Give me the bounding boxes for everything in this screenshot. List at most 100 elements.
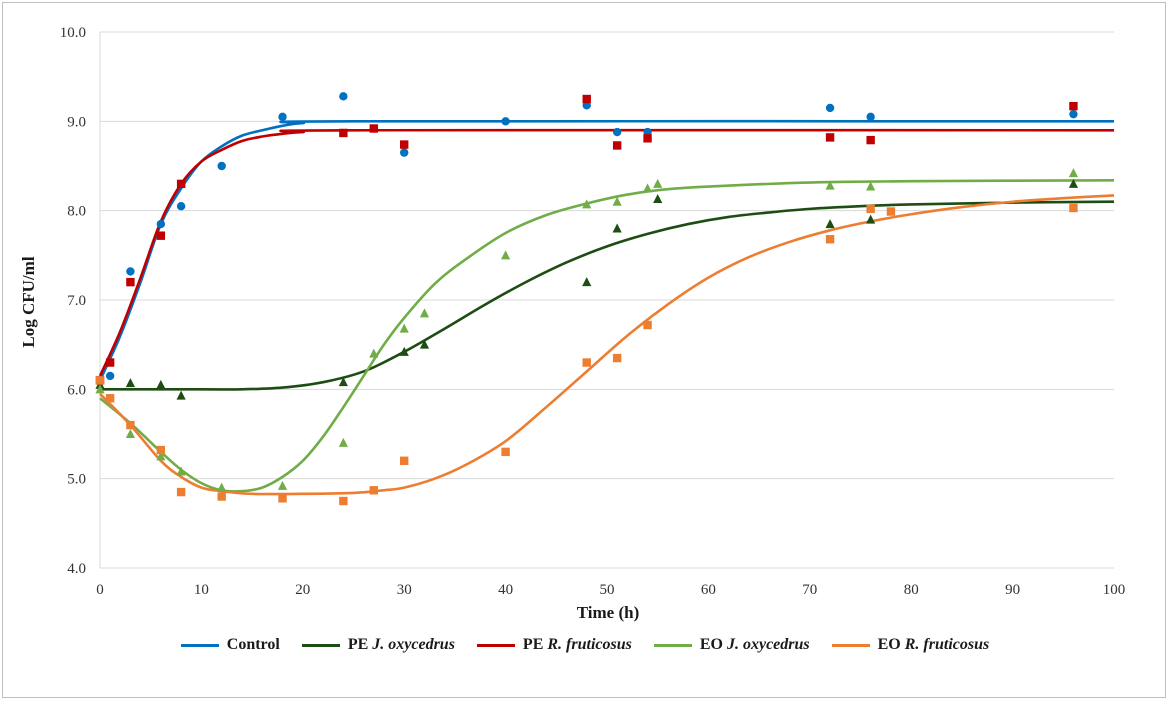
data-point-eo-j-oxycedrus bbox=[419, 308, 430, 318]
data-point-control bbox=[825, 103, 835, 113]
data-point-pe-r-fruticosus bbox=[369, 124, 378, 133]
trend-line-pe-r-fruticosus bbox=[98, 128, 1115, 377]
data-point-eo-r-fruticosus bbox=[501, 447, 510, 457]
data-point-eo-r-fruticosus bbox=[339, 496, 348, 506]
x-tick-label: 70 bbox=[802, 582, 817, 598]
data-point-control bbox=[501, 117, 510, 126]
data-point-pe-j-oxycedrus bbox=[653, 194, 663, 204]
data-point-control bbox=[217, 161, 226, 171]
y-tick-label: 5.0 bbox=[67, 472, 86, 488]
y-axis-title: Log CFU/ml bbox=[19, 256, 38, 347]
data-point-pe-r-fruticosus bbox=[866, 135, 875, 145]
data-point-pe-r-fruticosus bbox=[582, 94, 591, 104]
data-point-control bbox=[126, 267, 135, 276]
x-tick-label: 0 bbox=[96, 582, 104, 598]
data-point-eo-j-oxycedrus bbox=[156, 451, 166, 461]
data-point-eo-r-fruticosus bbox=[278, 494, 287, 503]
data-point-pe-j-oxycedrus bbox=[419, 339, 430, 349]
data-point-eo-r-fruticosus bbox=[1069, 203, 1078, 213]
legend-item-eo-r-fruticosus: EO R. fruticosus bbox=[831, 636, 990, 654]
data-point-eo-r-fruticosus bbox=[886, 207, 896, 216]
trend-line-eo-j-oxycedrus bbox=[99, 178, 1115, 493]
legend-label: Control bbox=[226, 636, 280, 653]
trend-line-control bbox=[98, 119, 1115, 381]
data-point-eo-j-oxycedrus bbox=[866, 181, 876, 191]
data-point-eo-j-oxycedrus bbox=[642, 183, 653, 193]
data-point-eo-r-fruticosus bbox=[95, 376, 105, 385]
data-point-eo-r-fruticosus bbox=[400, 456, 409, 465]
data-point-eo-r-fruticosus bbox=[105, 394, 115, 403]
data-point-pe-j-oxycedrus bbox=[125, 378, 136, 388]
x-tick-label: 30 bbox=[397, 582, 412, 598]
data-point-eo-r-fruticosus bbox=[643, 320, 652, 330]
y-tick-label: 10.0 bbox=[60, 25, 86, 41]
data-point-eo-r-fruticosus bbox=[866, 204, 875, 214]
x-tick-label: 100 bbox=[1103, 582, 1126, 598]
data-point-eo-j-oxycedrus bbox=[95, 384, 105, 394]
data-point-control bbox=[176, 202, 186, 211]
data-point-eo-r-fruticosus bbox=[217, 492, 226, 501]
data-point-eo-j-oxycedrus bbox=[176, 466, 186, 476]
data-point-control bbox=[278, 112, 287, 122]
x-axis-title: Time (h) bbox=[577, 603, 640, 622]
legend-label: EO R. fruticosus bbox=[877, 636, 990, 653]
data-point-pe-r-fruticosus bbox=[825, 133, 835, 142]
y-tick-label: 9.0 bbox=[67, 114, 86, 130]
data-point-pe-j-oxycedrus bbox=[866, 214, 876, 224]
data-point-eo-r-fruticosus bbox=[156, 445, 166, 455]
data-point-eo-r-fruticosus bbox=[612, 353, 622, 363]
trend-line-eo-r-fruticosus bbox=[99, 194, 1115, 496]
legend-swatch bbox=[476, 643, 515, 647]
x-tick-label: 90 bbox=[1005, 582, 1020, 598]
data-point-pe-r-fruticosus bbox=[400, 140, 409, 149]
data-point-eo-j-oxycedrus bbox=[125, 429, 136, 438]
data-point-eo-j-oxycedrus bbox=[338, 437, 348, 447]
y-tick-label: 8.0 bbox=[67, 204, 86, 220]
data-point-pe-j-oxycedrus bbox=[176, 390, 186, 400]
legend-item-control: Control bbox=[180, 636, 280, 654]
data-point-eo-j-oxycedrus bbox=[369, 348, 379, 358]
data-point-control bbox=[612, 127, 622, 137]
data-point-pe-j-oxycedrus bbox=[582, 277, 592, 287]
data-point-eo-j-oxycedrus bbox=[1068, 168, 1079, 178]
data-point-pe-j-oxycedrus bbox=[825, 219, 835, 229]
data-point-eo-j-oxycedrus bbox=[399, 323, 409, 333]
y-tick-label: 4.0 bbox=[67, 561, 86, 577]
chart-legend: Control PE J. oxycedrus PE R. fruticosus EO… bbox=[0, 636, 1170, 654]
data-point-pe-r-fruticosus bbox=[156, 231, 166, 240]
x-tick-label: 20 bbox=[295, 582, 310, 598]
data-point-eo-r-fruticosus bbox=[126, 420, 135, 430]
legend-label: PE R. fruticosus bbox=[522, 636, 632, 653]
data-point-eo-j-oxycedrus bbox=[825, 180, 835, 190]
legend-label: EO J. oxycedrus bbox=[699, 636, 810, 653]
data-point-eo-j-oxycedrus bbox=[653, 178, 663, 188]
legend-item-pe-r-fruticosus: PE R. fruticosus bbox=[476, 636, 632, 654]
data-point-pe-r-fruticosus bbox=[339, 128, 348, 138]
data-point-pe-j-oxycedrus bbox=[1068, 178, 1079, 188]
data-point-pe-j-oxycedrus bbox=[156, 379, 166, 389]
data-point-eo-r-fruticosus bbox=[176, 487, 186, 497]
data-point-eo-r-fruticosus bbox=[825, 235, 835, 244]
x-tick-label: 60 bbox=[701, 582, 716, 598]
data-point-pe-r-fruticosus bbox=[105, 358, 115, 367]
data-point-eo-r-fruticosus bbox=[369, 486, 378, 495]
data-point-eo-j-oxycedrus bbox=[277, 480, 288, 490]
legend-label: PE J. oxycedrus bbox=[347, 636, 455, 653]
y-tick-label: 7.0 bbox=[67, 293, 86, 309]
data-point-pe-r-fruticosus bbox=[643, 134, 652, 143]
data-point-pe-j-oxycedrus bbox=[338, 377, 348, 387]
legend-swatch bbox=[831, 643, 870, 647]
data-point-pe-r-fruticosus bbox=[1069, 101, 1078, 111]
legend-item-eo-j-oxycedrus: EO J. oxycedrus bbox=[653, 636, 810, 654]
data-point-pe-r-fruticosus bbox=[176, 179, 186, 189]
data-point-pe-j-oxycedrus bbox=[612, 223, 622, 233]
data-point-control bbox=[1069, 109, 1078, 119]
data-point-control bbox=[105, 371, 115, 381]
legend-swatch bbox=[653, 643, 692, 647]
data-point-control bbox=[339, 92, 348, 101]
data-point-control bbox=[866, 112, 875, 122]
data-point-pe-j-oxycedrus bbox=[399, 346, 409, 356]
legend-item-pe-j-oxycedrus: PE J. oxycedrus bbox=[301, 636, 455, 654]
x-tick-label: 80 bbox=[904, 582, 919, 598]
